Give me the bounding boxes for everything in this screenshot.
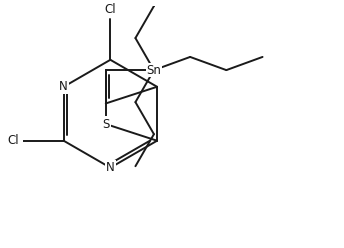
Text: Cl: Cl: [105, 3, 116, 16]
Text: Sn: Sn: [147, 63, 162, 77]
Text: N: N: [59, 80, 68, 93]
Text: Cl: Cl: [8, 134, 19, 147]
Text: N: N: [106, 161, 115, 174]
Text: S: S: [102, 118, 109, 130]
